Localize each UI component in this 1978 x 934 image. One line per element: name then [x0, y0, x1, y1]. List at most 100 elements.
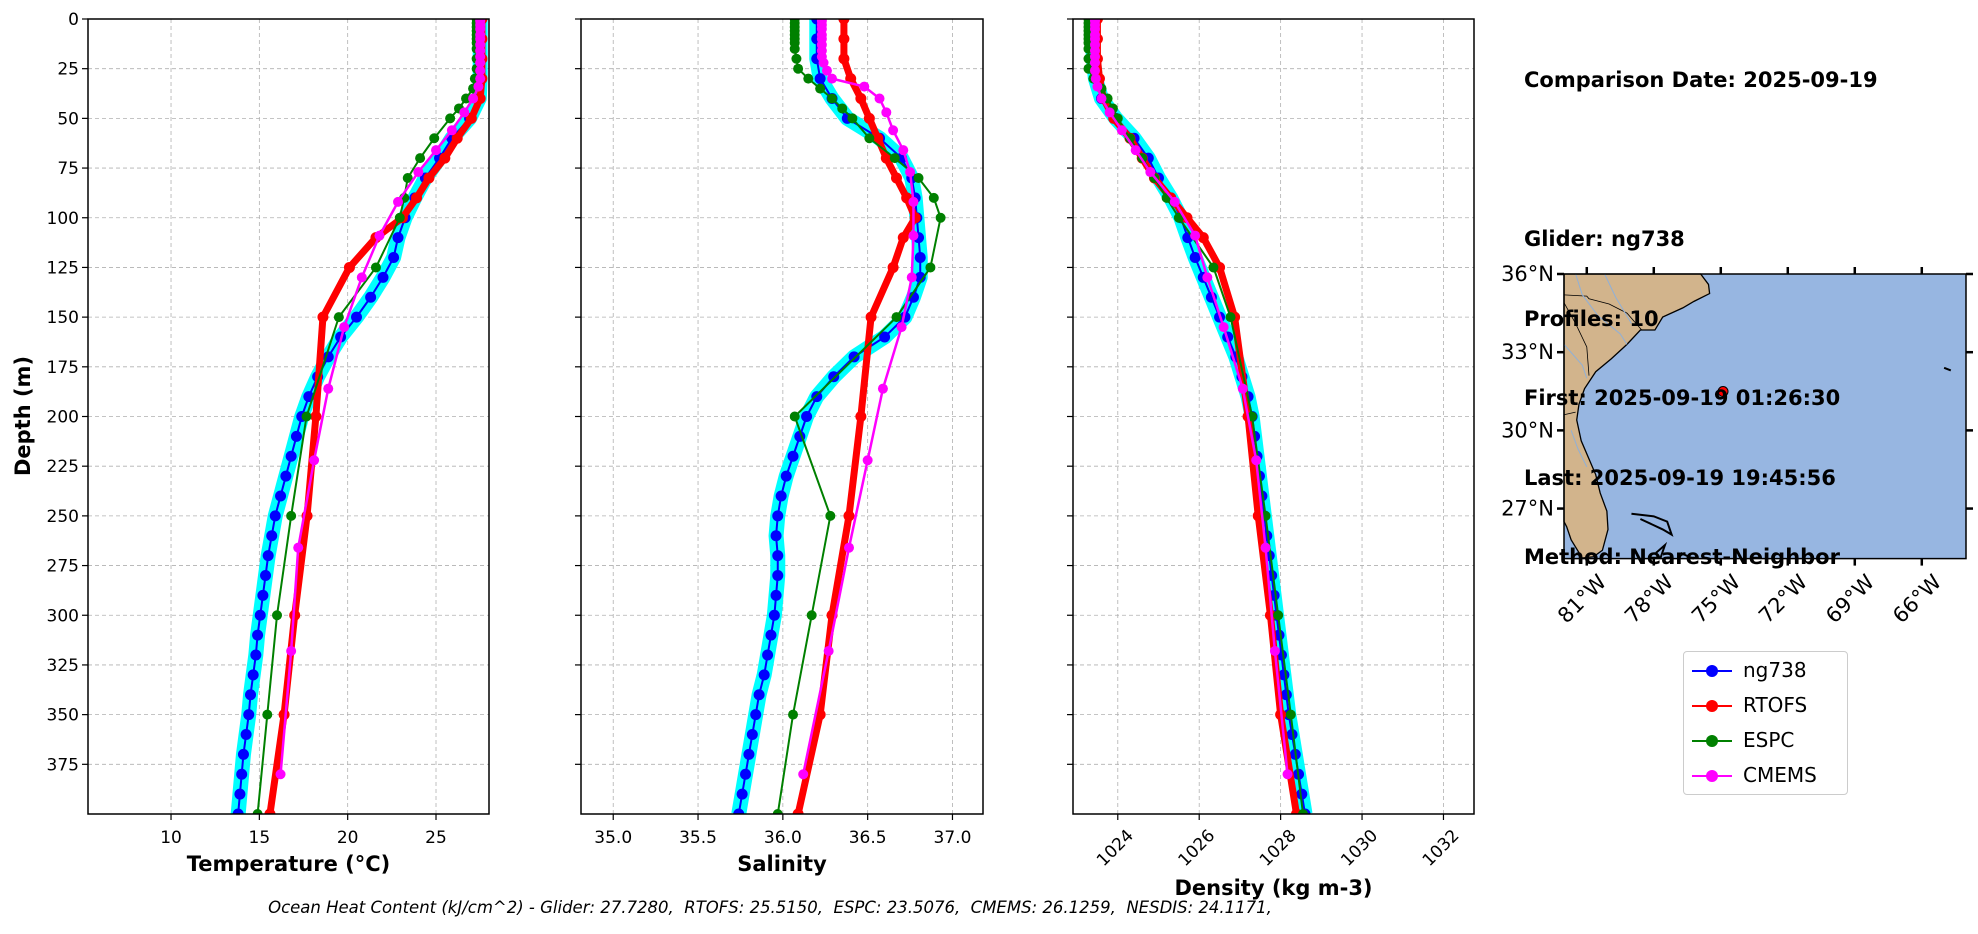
- x-tick-label: 1032: [1419, 826, 1464, 871]
- data-point-cmems: [468, 93, 479, 104]
- data-point-cmems: [874, 93, 885, 104]
- data-point-glider: [254, 609, 266, 621]
- data-point-glider: [914, 252, 926, 263]
- data-point-espc: [913, 173, 924, 183]
- data-point-glider: [772, 570, 784, 581]
- lat-tick-label: 33°N: [1501, 340, 1554, 364]
- data-point-espc: [429, 133, 440, 144]
- data-point-cmems: [475, 57, 486, 68]
- data-point-rtofs: [317, 311, 329, 323]
- data-point-espc: [837, 103, 848, 114]
- x-tick-label: 36.0: [764, 828, 802, 848]
- x-tick-label: 35.5: [679, 828, 717, 848]
- data-point-glider: [237, 748, 249, 760]
- data-point-espc: [402, 173, 413, 183]
- data-point-rtofs: [465, 112, 477, 124]
- data-point-espc: [935, 212, 946, 223]
- data-point-glider: [1286, 729, 1298, 740]
- data-point-glider: [801, 411, 813, 422]
- data-point-glider: [746, 729, 758, 740]
- data-point-espc: [803, 73, 814, 84]
- x-tick-label: 1030: [1337, 826, 1382, 871]
- data-point-glider: [770, 589, 782, 601]
- data-point-espc: [370, 262, 381, 273]
- data-point-cmems: [823, 646, 834, 657]
- panel-temperature: 10 15 20 2502550751001251501752002252502753…: [11, 10, 490, 876]
- data-point-espc: [415, 153, 426, 164]
- data-point-glider: [240, 729, 252, 740]
- data-point-espc: [262, 709, 273, 720]
- legend-item-glider: ng738: [1684, 656, 1847, 686]
- data-point-rtofs: [278, 709, 290, 721]
- data-point-espc: [1225, 312, 1236, 323]
- data-point-cmems: [1104, 107, 1115, 118]
- data-point-rtofs: [343, 261, 355, 273]
- data-point-glider: [879, 331, 891, 343]
- data-point-cmems: [413, 167, 424, 178]
- y-tick-label: 225: [47, 457, 79, 477]
- land: [1563, 273, 1711, 559]
- data-point-rtofs: [310, 411, 322, 422]
- data-point-rtofs: [843, 510, 855, 522]
- legend-swatch-glider: [1692, 665, 1732, 677]
- data-point-glider: [828, 371, 840, 383]
- data-point-rtofs: [439, 152, 451, 164]
- data-point-cmems: [1145, 167, 1156, 178]
- x-tick-label: 35.0: [594, 828, 632, 848]
- data-point-espc: [272, 610, 283, 621]
- data-point-rtofs: [264, 808, 276, 814]
- method: Method: Nearest-Neighbor: [1524, 545, 1840, 569]
- profile-count: Profiles: 10: [1524, 306, 1659, 331]
- data-point-cmems: [1251, 455, 1262, 466]
- data-point-espc: [1273, 610, 1284, 621]
- y-tick-label: 125: [47, 258, 79, 278]
- data-point-cmems: [898, 145, 909, 156]
- state-border: [1563, 411, 1576, 416]
- data-point-cmems: [908, 196, 919, 207]
- data-point-glider: [743, 748, 755, 760]
- y-tick-label: 50: [57, 109, 79, 129]
- y-tick-label: 325: [47, 656, 79, 676]
- data-point-glider: [280, 470, 292, 482]
- y-tick-label: 200: [47, 408, 79, 428]
- data-point-glider: [848, 351, 860, 363]
- ocean-heat-content-caption: Ocean Heat Content (kJ/cm^2) - Glider: 2…: [268, 898, 1272, 917]
- river: [1575, 273, 1628, 345]
- data-point-cmems: [1089, 57, 1100, 68]
- data-point-cmems: [459, 107, 470, 118]
- legend-item-espc: ESPC: [1684, 726, 1847, 756]
- y-tick-label: 100: [47, 209, 79, 229]
- first-time: First: 2025-09-19 01:26:30: [1524, 386, 1841, 410]
- data-point-cmems: [473, 81, 484, 92]
- data-point-cmems: [881, 107, 892, 118]
- data-point-glider: [236, 768, 248, 780]
- data-point-rtofs: [838, 33, 850, 45]
- data-point-glider: [365, 291, 377, 303]
- data-point-glider: [772, 510, 784, 522]
- data-point-cmems: [356, 272, 367, 283]
- data-point-espc: [333, 312, 344, 323]
- legend-item-rtofs: RTOFS: [1684, 691, 1847, 721]
- river: [1563, 344, 1588, 379]
- data-point-cmems: [339, 322, 350, 333]
- data-point-glider: [768, 609, 780, 621]
- data-point-glider: [260, 570, 272, 581]
- panel-density: 1024 1026 1028 1030 1032 Density (kg m-3): [1067, 18, 1475, 900]
- data-point-espc: [925, 262, 936, 273]
- island: [1943, 366, 1952, 372]
- data-point-espc: [889, 153, 900, 164]
- data-point-cmems: [821, 65, 832, 76]
- x-tick-label: 1024: [1093, 826, 1138, 871]
- data-point-espc: [301, 411, 312, 422]
- data-point-cmems: [286, 646, 297, 657]
- legend-swatch-espc: [1692, 735, 1732, 747]
- data-point-cmems: [818, 57, 829, 68]
- x-tick-label: 25: [425, 828, 447, 848]
- data-point-cmems: [275, 769, 286, 780]
- data-point-cmems: [475, 65, 486, 76]
- data-point-espc: [864, 133, 875, 144]
- data-point-cmems: [1169, 196, 1180, 207]
- data-point-rtofs: [897, 232, 909, 244]
- data-point-espc: [1285, 709, 1296, 720]
